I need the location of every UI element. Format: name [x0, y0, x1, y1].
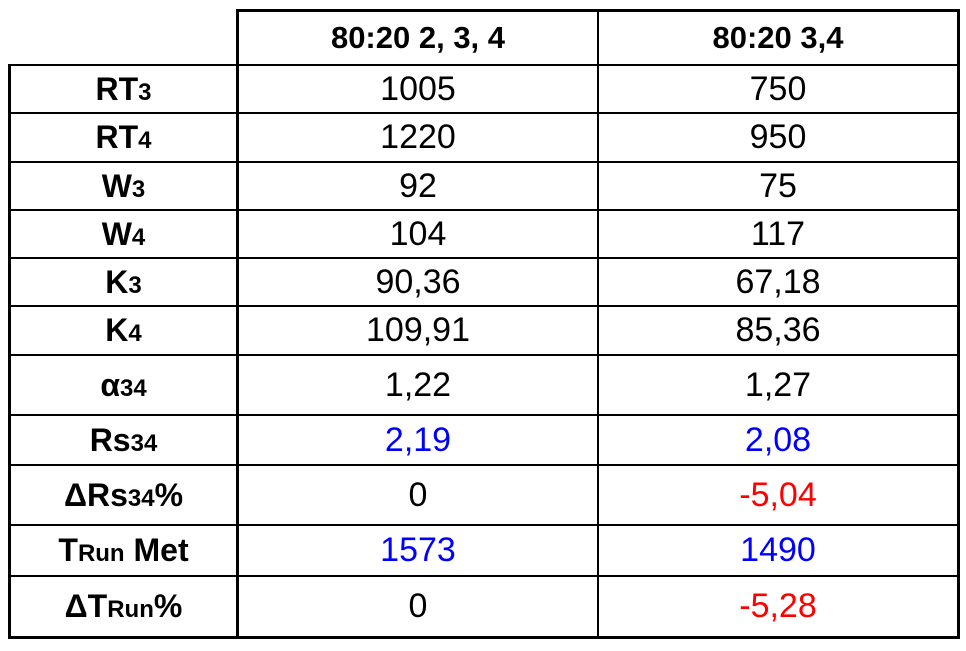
- value-cell: 0: [236, 464, 599, 526]
- label-part: α: [100, 366, 120, 403]
- value-cell: -5,28: [597, 575, 960, 639]
- corner-cell: [9, 10, 239, 65]
- value-cell: 750: [597, 64, 960, 114]
- row-label: α34: [8, 354, 239, 416]
- label-part: RT: [95, 70, 139, 107]
- label-part: Run: [107, 595, 154, 623]
- value-cell: 1573: [236, 524, 599, 577]
- label-part: 3: [128, 271, 142, 299]
- value-cell: 0: [236, 575, 599, 639]
- label-part: 34: [119, 374, 147, 402]
- header-row: 80:20 2, 3, 4 80:20 3,4: [9, 9, 960, 66]
- table-row: K3 90,36 67,18: [8, 257, 960, 307]
- table-row: α34 1,22 1,27: [8, 354, 960, 416]
- value-cell: 92: [236, 161, 599, 211]
- label-part: 3: [131, 175, 146, 203]
- value-cell: 109,91: [236, 305, 599, 356]
- value-cell: 1490: [597, 524, 960, 577]
- label-part: 3: [138, 78, 152, 106]
- table-row: K4 109,91 85,36: [8, 305, 960, 356]
- table-row: ΔTRun% 0 -5,28: [8, 575, 960, 639]
- row-label: ΔRs34%: [8, 464, 239, 526]
- value-cell: 2,08: [597, 414, 960, 466]
- row-label: W3: [8, 161, 239, 211]
- label-part: Rs: [89, 421, 131, 458]
- data-table: 80:20 2, 3, 4 80:20 3,4 RT3 1005 750 RT4 122…: [8, 9, 960, 639]
- row-label: TRun Met: [8, 524, 239, 577]
- table-row: W3 92 75: [8, 161, 960, 211]
- table-row: Rs34 2,19 2,08: [8, 414, 960, 466]
- value-cell: 75: [597, 161, 960, 211]
- label-part: K: [105, 263, 129, 300]
- column-header: 80:20 2, 3, 4: [236, 9, 599, 66]
- value-cell: 67,18: [597, 257, 960, 307]
- label-part: ΔRs: [63, 476, 128, 513]
- row-label: RT3: [8, 64, 239, 114]
- label-part: 34: [130, 429, 158, 457]
- table-row: W4 104 117: [8, 209, 960, 259]
- label-part: W: [101, 215, 132, 252]
- value-cell: 1,27: [597, 354, 960, 416]
- table-row: RT3 1005 750: [8, 64, 960, 114]
- label-part: 34: [127, 484, 155, 512]
- value-cell: 1220: [236, 112, 599, 163]
- row-label: K4: [8, 305, 239, 356]
- value-cell: 1,22: [236, 354, 599, 416]
- value-cell: 2,19: [236, 414, 599, 466]
- value-cell: -5,04: [597, 464, 960, 526]
- row-label: RT4: [8, 112, 239, 163]
- label-part: T: [58, 532, 78, 568]
- label-part: 4: [138, 127, 152, 154]
- label-part: 4: [131, 223, 146, 251]
- table-row: ΔRs34% 0 -5,04: [8, 464, 960, 526]
- label-part: Met: [124, 532, 189, 568]
- value-cell: 85,36: [597, 305, 960, 356]
- value-cell: 104: [236, 209, 599, 259]
- value-cell: 117: [597, 209, 960, 259]
- label-part: 4: [128, 320, 142, 347]
- label-part: RT: [95, 119, 139, 155]
- row-label: Rs34: [8, 414, 239, 466]
- row-label: K3: [8, 257, 239, 307]
- column-header: 80:20 3,4: [597, 9, 960, 66]
- label-part: W: [101, 167, 132, 204]
- row-label: W4: [8, 209, 239, 259]
- label-part: K: [105, 312, 129, 348]
- row-label: ΔTRun%: [8, 575, 239, 639]
- table-row: RT4 1220 950: [8, 112, 960, 163]
- value-cell: 1005: [236, 64, 599, 114]
- label-part: ΔT: [64, 587, 108, 624]
- value-cell: 90,36: [236, 257, 599, 307]
- label-part: %: [154, 476, 184, 513]
- table-row: TRun Met 1573 1490: [8, 524, 960, 577]
- value-cell: 950: [597, 112, 960, 163]
- label-part: Run: [77, 540, 125, 567]
- label-part: %: [153, 587, 183, 624]
